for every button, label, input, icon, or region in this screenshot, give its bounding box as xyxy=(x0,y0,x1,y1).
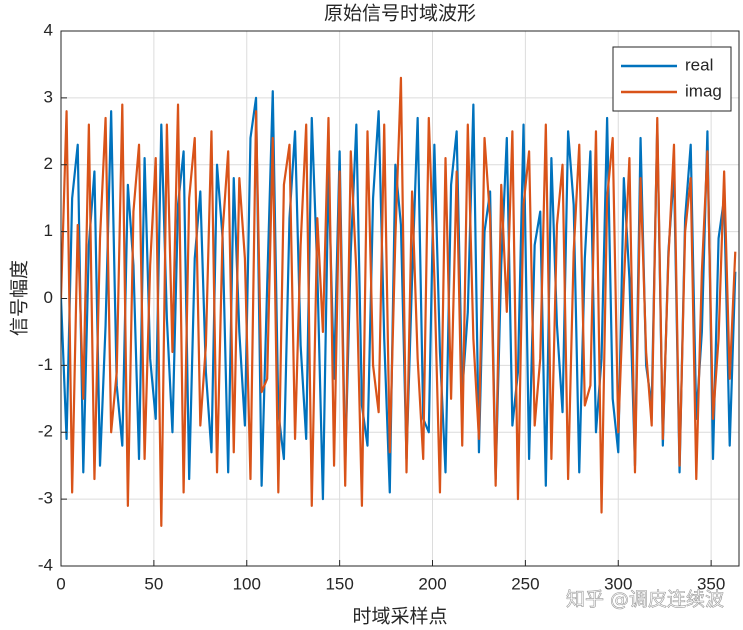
legend-label: imag xyxy=(685,81,722,100)
chart-title: 原始信号时域波形 xyxy=(324,3,476,25)
legend-box xyxy=(612,46,732,112)
series-line xyxy=(61,76,737,527)
labels: -4 -3 -2 -1 0 1 2 3 4 0 50 100 150 200 250 300 350 xyxy=(38,20,725,593)
y-tick-label: -4 xyxy=(38,555,53,574)
x-tick-label: 200 xyxy=(418,574,446,593)
watermark: 知乎 @调皮连续波 xyxy=(566,589,724,611)
y-tick-label: -2 xyxy=(38,422,53,441)
y-axis-label: 信号幅度 xyxy=(9,260,31,336)
y-tick-label: 4 xyxy=(44,20,53,39)
x-tick-label: 300 xyxy=(604,574,632,593)
x-tick-label: 50 xyxy=(144,574,163,593)
series-line xyxy=(61,90,737,501)
x-tick-label: 150 xyxy=(325,574,353,593)
legend-label: real xyxy=(685,55,713,74)
x-axis-label: 时域采样点 xyxy=(352,606,447,628)
y-tick-label: -3 xyxy=(38,489,53,508)
legend: real imag xyxy=(612,46,732,112)
x-tick-label: 250 xyxy=(511,574,539,593)
y-tick-label: 3 xyxy=(44,87,53,106)
x-tick-label: 0 xyxy=(56,574,65,593)
y-tick-label: -1 xyxy=(38,355,53,374)
x-tick-label: 350 xyxy=(697,574,725,593)
y-tick-label: 0 xyxy=(44,288,53,307)
x-tick-label: 100 xyxy=(233,574,261,593)
y-tick-label: 1 xyxy=(44,221,53,240)
y-tick-label: 2 xyxy=(44,154,53,173)
lines xyxy=(61,76,737,527)
